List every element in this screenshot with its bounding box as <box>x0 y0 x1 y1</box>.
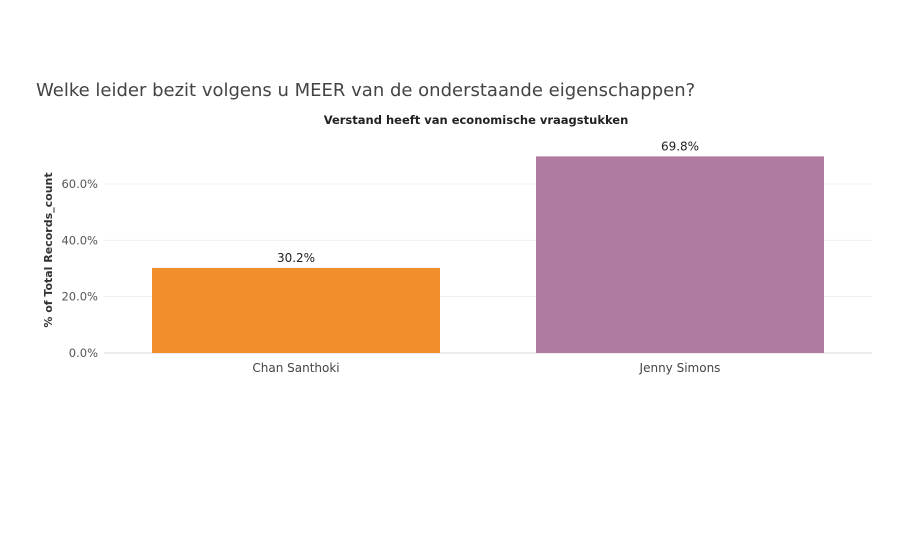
bar-value-label: 30.2% <box>277 251 315 265</box>
bar-value-label: 69.8% <box>661 139 699 153</box>
data-labels: 30.2% 69.8% <box>277 139 699 265</box>
bar-chan-santhoki <box>152 267 440 353</box>
y-axis-label: % of Total Records_count <box>42 172 55 327</box>
y-tick-label: 60.0% <box>61 177 98 191</box>
y-tick-label: 20.0% <box>61 290 98 304</box>
page-question-title: Welke leider bezit volgens u MEER van de… <box>36 80 696 101</box>
x-axis-categories: Chan Santhoki Jenny Simons <box>252 361 720 375</box>
bars <box>152 156 824 353</box>
y-tick-label: 40.0% <box>61 233 98 247</box>
y-tick-label: 0.0% <box>69 346 98 360</box>
x-category-label: Chan Santhoki <box>252 361 339 375</box>
y-axis-ticks: 0.0% 20.0% 40.0% 60.0% <box>61 177 98 360</box>
bar-jenny-simons <box>536 156 824 353</box>
x-category-label: Jenny Simons <box>639 361 721 375</box>
chart-title: Verstand heeft van economische vraagstuk… <box>324 113 629 127</box>
